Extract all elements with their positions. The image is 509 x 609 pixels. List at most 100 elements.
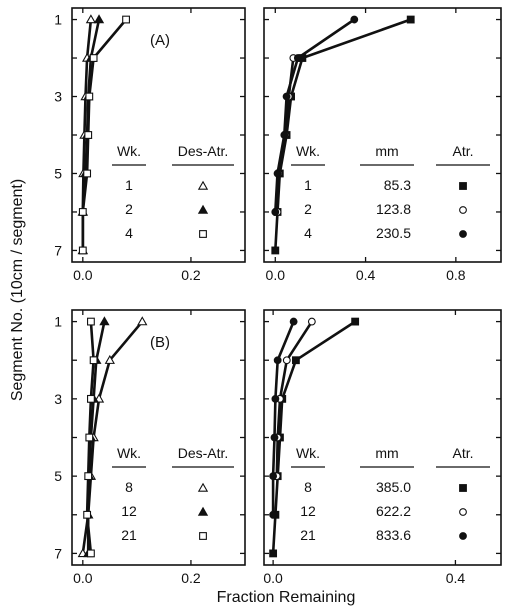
data-point	[89, 356, 98, 365]
data-point	[87, 549, 95, 558]
x-tick-label: 0.0	[263, 570, 283, 586]
x-tick-label: 0.2	[181, 570, 201, 586]
data-point	[84, 472, 93, 481]
data-point	[83, 169, 92, 178]
legend-week: 12	[300, 503, 316, 519]
series-square-filled	[269, 317, 360, 558]
legend-header: Atr.	[452, 143, 473, 159]
legend-marker	[459, 230, 467, 238]
data-point	[270, 433, 279, 442]
legend-mm: 85.3	[384, 177, 411, 193]
legend-marker	[459, 206, 467, 214]
legend-mm: 622.2	[376, 503, 411, 519]
legend-header: Wk.	[296, 445, 320, 461]
legend-header: Atr.	[452, 445, 473, 461]
data-point	[350, 15, 359, 24]
legend-header: Des-Atr.	[178, 445, 229, 461]
data-point	[271, 246, 280, 255]
data-point	[273, 356, 282, 365]
data-point	[78, 208, 87, 216]
x-tick-label: 0.0	[73, 570, 93, 586]
legend-header: mm	[375, 143, 398, 159]
legend-week: 12	[121, 503, 137, 519]
legend-marker	[197, 506, 209, 516]
legend: Wk. mm Atr.1 85.3 ■2 123.8 ○4 230.5 ●	[291, 143, 490, 241]
legend-header: Des-Atr.	[178, 143, 229, 159]
series-square-filled	[271, 15, 415, 255]
legend: Wk. Des-Atr.8 △12 ▲21 □	[112, 445, 234, 543]
data-point	[273, 169, 282, 178]
data-point	[99, 316, 110, 326]
data-point	[351, 317, 360, 326]
legend-week: 1	[304, 177, 312, 193]
data-point	[282, 92, 291, 101]
series-line	[274, 18, 356, 213]
legend-week: 8	[125, 479, 133, 495]
legend-week: 2	[304, 201, 312, 217]
legend-marker	[197, 482, 209, 492]
legend-marker	[199, 230, 207, 238]
data-point	[271, 208, 280, 216]
data-point	[289, 317, 298, 326]
data-point	[85, 92, 94, 101]
legend-mm: 833.6	[376, 527, 411, 543]
legend-week: 2	[125, 201, 133, 217]
series-square-open	[78, 15, 130, 255]
legend-week: 21	[121, 527, 137, 543]
x-tick-label: 0.4	[356, 267, 376, 283]
data-point	[271, 394, 280, 403]
legend-marker-glyph: ▲	[203, 213, 204, 215]
y-tick-label: 7	[54, 242, 62, 258]
legend-marker	[197, 180, 209, 190]
legend-week: 4	[304, 225, 312, 241]
x-tick-label: 0.2	[181, 267, 201, 283]
x-tick-label: 0.4	[446, 570, 466, 586]
y-tick-label: 7	[54, 545, 62, 561]
data-point	[122, 15, 130, 24]
legend-marker	[459, 532, 467, 540]
legend-marker	[459, 484, 467, 492]
data-point	[89, 54, 98, 62]
legend-week: 21	[300, 527, 316, 543]
data-point	[87, 317, 95, 326]
y-tick-label: 1	[54, 314, 62, 330]
y-tick-label: 3	[54, 89, 62, 105]
data-point	[291, 356, 300, 365]
y-tick-label: 1	[54, 12, 62, 28]
data-point	[269, 472, 278, 481]
legend-mm: 123.8	[376, 201, 411, 217]
data-point	[406, 15, 415, 24]
data-point	[269, 510, 278, 519]
y-tick-label: 5	[54, 165, 62, 181]
y-tick-label: 5	[54, 468, 62, 484]
data-point	[269, 549, 278, 558]
legend-mm: 230.5	[376, 225, 411, 241]
legend-marker	[197, 204, 209, 214]
legend-header: Wk.	[117, 143, 141, 159]
data-point	[85, 433, 94, 442]
panel-bottom-right: 0.0 0.4Wk. mm Atr.8 385.0 ■12 622.2 ○21 833.6 ●	[263, 309, 502, 586]
legend: Wk. mm Atr.8 385.0 ■12 622.2 ○21 833.6 ●	[291, 445, 490, 543]
panel-label: (B)	[150, 334, 170, 351]
legend-week: 4	[125, 225, 133, 241]
x-tick-label: 0.8	[446, 267, 466, 283]
data-point	[83, 510, 92, 519]
x-tick-label: 0.0	[73, 267, 93, 283]
legend-header: mm	[375, 445, 398, 461]
legend-marker	[459, 508, 467, 516]
series-square-open	[83, 317, 98, 558]
series-circle-filled	[271, 15, 359, 216]
y-tick-label: 3	[54, 391, 62, 407]
legend-marker-glyph: ▲	[203, 515, 204, 517]
legend: Wk. Des-Atr.1 △2 ▲4 □	[112, 143, 234, 241]
data-point	[307, 317, 316, 326]
data-point	[87, 394, 95, 403]
data-point	[104, 354, 115, 364]
legend-week: 1	[125, 177, 133, 193]
legend-marker	[199, 532, 207, 540]
data-point	[84, 131, 93, 139]
series-circle-filled	[269, 317, 298, 519]
legend-week: 8	[304, 479, 312, 495]
